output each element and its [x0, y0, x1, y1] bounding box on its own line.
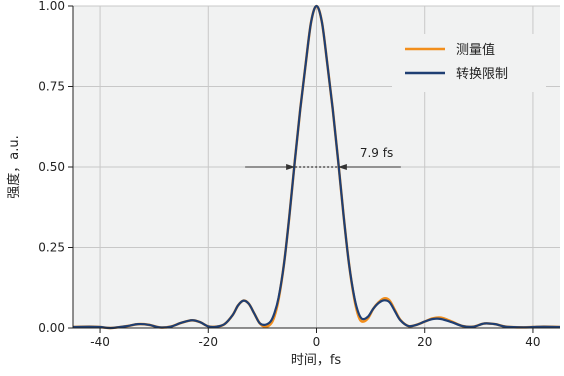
y-tick-label: 0.75 — [38, 80, 65, 94]
x-tick-label: 20 — [417, 335, 432, 349]
legend-box — [392, 34, 546, 92]
series-layer — [72, 4, 561, 330]
y-tick-label: 0.50 — [38, 160, 65, 174]
legend-label-measured: 测量值 — [456, 42, 495, 58]
left-arrow-head — [286, 164, 296, 170]
y-tick-label: 0.00 — [38, 321, 65, 335]
x-tick-label: -20 — [198, 335, 218, 349]
x-axis-label: 时间，fs — [291, 353, 342, 368]
tick-label-layer: -40 -20 0 20 40 0.00 0.25 0.50 0.75 1.00 — [38, 0, 540, 349]
right-arrow-head — [337, 164, 347, 170]
x-tick-label: 40 — [525, 335, 540, 349]
y-tick-label: 1.00 — [38, 0, 65, 13]
axes-layer — [68, 5, 560, 333]
legend: 测量值 转换限制 — [392, 34, 546, 92]
y-axis-label: 强度，a.u. — [6, 135, 22, 198]
annotation-layer: 7.9 fs — [245, 146, 401, 170]
fwhm-label: 7.9 fs — [360, 146, 393, 160]
legend-label-transform-limit: 转换限制 — [456, 67, 508, 82]
series-line-transform-limit — [72, 4, 561, 330]
x-tick-label: -40 — [90, 335, 110, 349]
x-tick-label: 0 — [313, 335, 321, 349]
y-tick-label: 0.25 — [38, 241, 65, 255]
